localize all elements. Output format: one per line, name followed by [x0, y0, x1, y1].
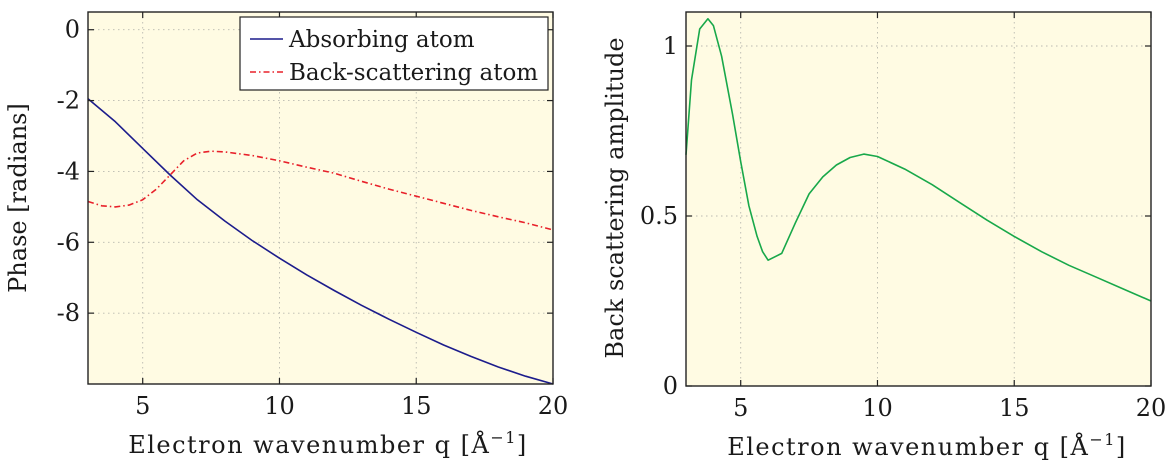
amplitude-x-axis-label-main: Electron wavenumber q [Å	[727, 432, 1089, 461]
phase-chart: 5 10 15 20 0 -2 -4 -6 -8 Absorbing atom Back-sca…	[4, 11, 569, 459]
legend-label-absorbing-atom: Absorbing atom	[288, 27, 475, 53]
phase-y-tick-label: -6	[57, 228, 80, 256]
amplitude-x-tick-label: 15	[999, 394, 1030, 422]
amplitude-x-axis-label: Electron wavenumber q [Å−1]	[727, 430, 1127, 461]
amplitude-plot-area	[686, 12, 1151, 386]
phase-x-tick-label: 5	[135, 392, 150, 420]
phase-x-tick-label: 20	[538, 392, 569, 420]
phase-series-layer	[87, 98, 554, 385]
amplitude-series-layer	[685, 17, 1152, 302]
amplitude-y-tick-label: 0.5	[640, 202, 678, 230]
phase-line-absorbing-atom	[87, 98, 554, 385]
phase-x-axis-label-main: Electron wavenumber q [Å	[128, 430, 490, 459]
phase-x-axis-label-exponent: −1	[490, 428, 517, 447]
phase-x-tick-label: 10	[264, 392, 295, 420]
legend-box	[239, 16, 549, 91]
phase-y-tick-label: -4	[57, 157, 80, 185]
phase-ticks: 5 10 15 20 0 -2 -4 -6 -8	[57, 12, 569, 420]
amplitude-x-axis-label-close: ]	[1116, 433, 1127, 461]
amplitude-x-axis-label-exponent: −1	[1089, 430, 1116, 449]
amplitude-x-tick-label: 20	[1136, 394, 1167, 422]
amplitude-ticks: 5 10 15 20 0 0.5 1	[640, 12, 1166, 422]
phase-y-tick-label: -2	[57, 87, 80, 115]
amplitude-x-tick-label: 5	[733, 394, 748, 422]
legend-label-back-scattering-atom: Back-scattering atom	[289, 60, 538, 86]
phase-y-axis-label: Phase [radians]	[4, 103, 32, 293]
amplitude-chart: 5 10 15 20 0 0.5 1 Back scattering amplitude E…	[601, 11, 1166, 461]
amplitude-y-tick-label: 1	[663, 32, 678, 60]
amplitude-y-axis-label: Back scattering amplitude	[601, 37, 629, 358]
phase-x-tick-label: 15	[401, 392, 432, 420]
amplitude-axes-frame	[685, 11, 1152, 387]
phase-axes-frame	[87, 11, 554, 385]
phase-y-tick-label: -8	[57, 299, 80, 327]
phase-gridlines	[88, 12, 553, 384]
amplitude-x-tick-label: 10	[862, 394, 893, 422]
phase-y-tick-label: 0	[65, 16, 80, 44]
phase-legend: Absorbing atom Back-scattering atom	[239, 16, 549, 91]
phase-x-axis-label: Electron wavenumber q [Å−1]	[128, 428, 528, 459]
amplitude-line-series-0	[685, 17, 1152, 302]
amplitude-y-tick-label: 0	[663, 372, 678, 400]
phase-x-axis-label-close: ]	[517, 431, 528, 459]
